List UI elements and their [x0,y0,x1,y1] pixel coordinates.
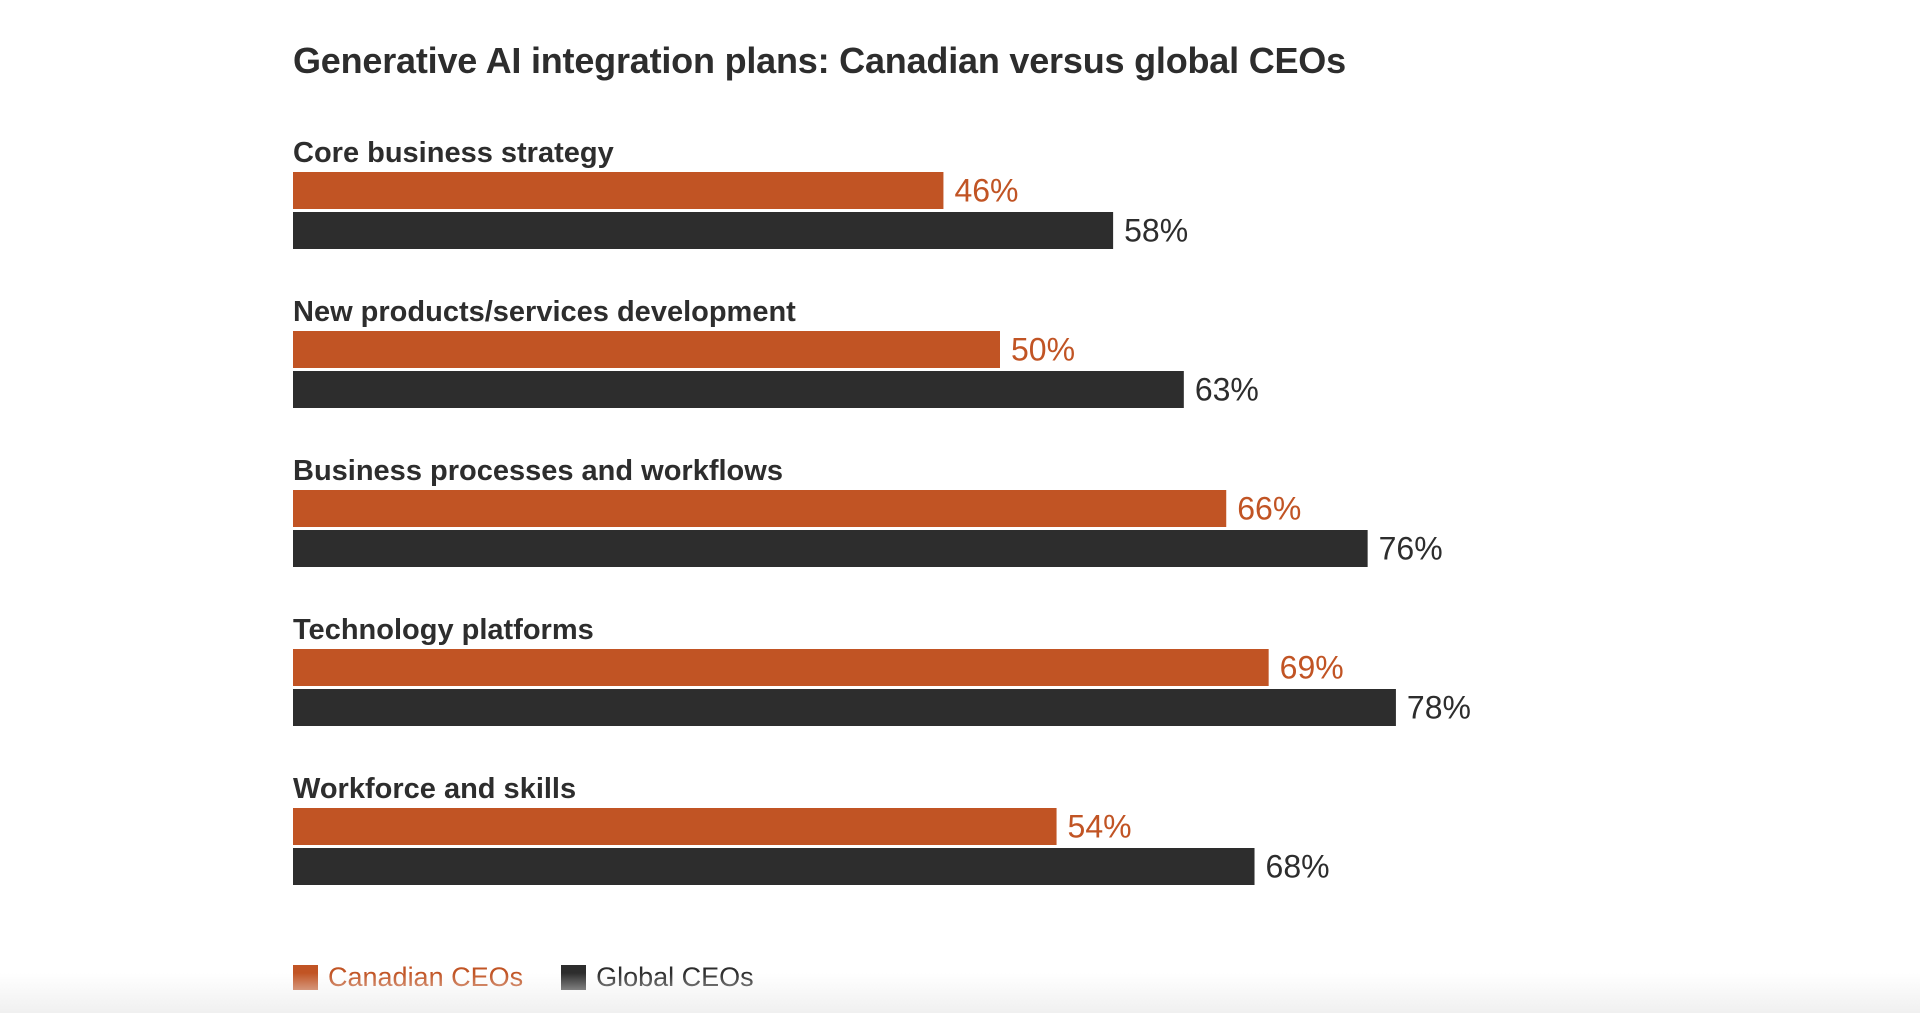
bar-global-ceos [293,530,1368,567]
category-label: Workforce and skills [293,773,576,805]
legend-swatch-canadian [293,965,318,990]
bar-group-new-products-services-development: New products/services development 50% 63% [293,296,1259,408]
value-label-global-ceos: 78% [1407,690,1471,726]
bar-group-workforce-and-skills: Workforce and skills 54% 68% [293,773,1330,885]
chart-title: Generative AI integration plans: Canadia… [293,40,1346,81]
legend: Canadian CEOs Global CEOs [293,962,792,993]
value-label-canadian-ceos: 66% [1237,491,1301,527]
bar-chart: Core business strategy 46% 58% New products… [293,137,1471,885]
bar-canadian-ceos [293,490,1227,527]
bar-group-technology-platforms: Technology platforms 69% 78% [293,614,1471,726]
category-label: Technology platforms [293,614,594,646]
bar-global-ceos [293,212,1114,249]
value-label-global-ceos: 63% [1195,372,1259,408]
bar-global-ceos [293,689,1396,726]
value-label-canadian-ceos: 54% [1068,809,1132,845]
value-label-global-ceos: 68% [1266,849,1330,885]
bar-global-ceos [293,848,1255,885]
value-label-global-ceos: 58% [1124,213,1188,249]
category-label: Business processes and workflows [293,455,783,487]
value-label-canadian-ceos: 50% [1011,332,1075,368]
legend-item-canadian: Canadian CEOs [293,962,523,993]
category-label: Core business strategy [293,137,614,169]
bar-canadian-ceos [293,172,944,209]
legend-item-global: Global CEOs [561,962,754,993]
bar-global-ceos [293,371,1184,408]
value-label-canadian-ceos: 46% [954,173,1018,209]
value-label-global-ceos: 76% [1379,531,1443,567]
bar-canadian-ceos [293,808,1057,845]
bar-group-business-processes-and-workflows: Business processes and workflows 66% 76% [293,455,1443,567]
legend-swatch-global [561,965,587,990]
bar-group-core-business-strategy: Core business strategy 46% 58% [293,137,1188,249]
bar-canadian-ceos [293,649,1269,686]
bar-canadian-ceos [293,331,1000,368]
category-label: New products/services development [293,296,796,328]
legend-label-global: Global CEOs [596,962,754,992]
legend-label-canadian: Canadian CEOs [328,962,524,992]
bottom-fade [0,973,1920,1013]
value-label-canadian-ceos: 69% [1280,650,1344,686]
